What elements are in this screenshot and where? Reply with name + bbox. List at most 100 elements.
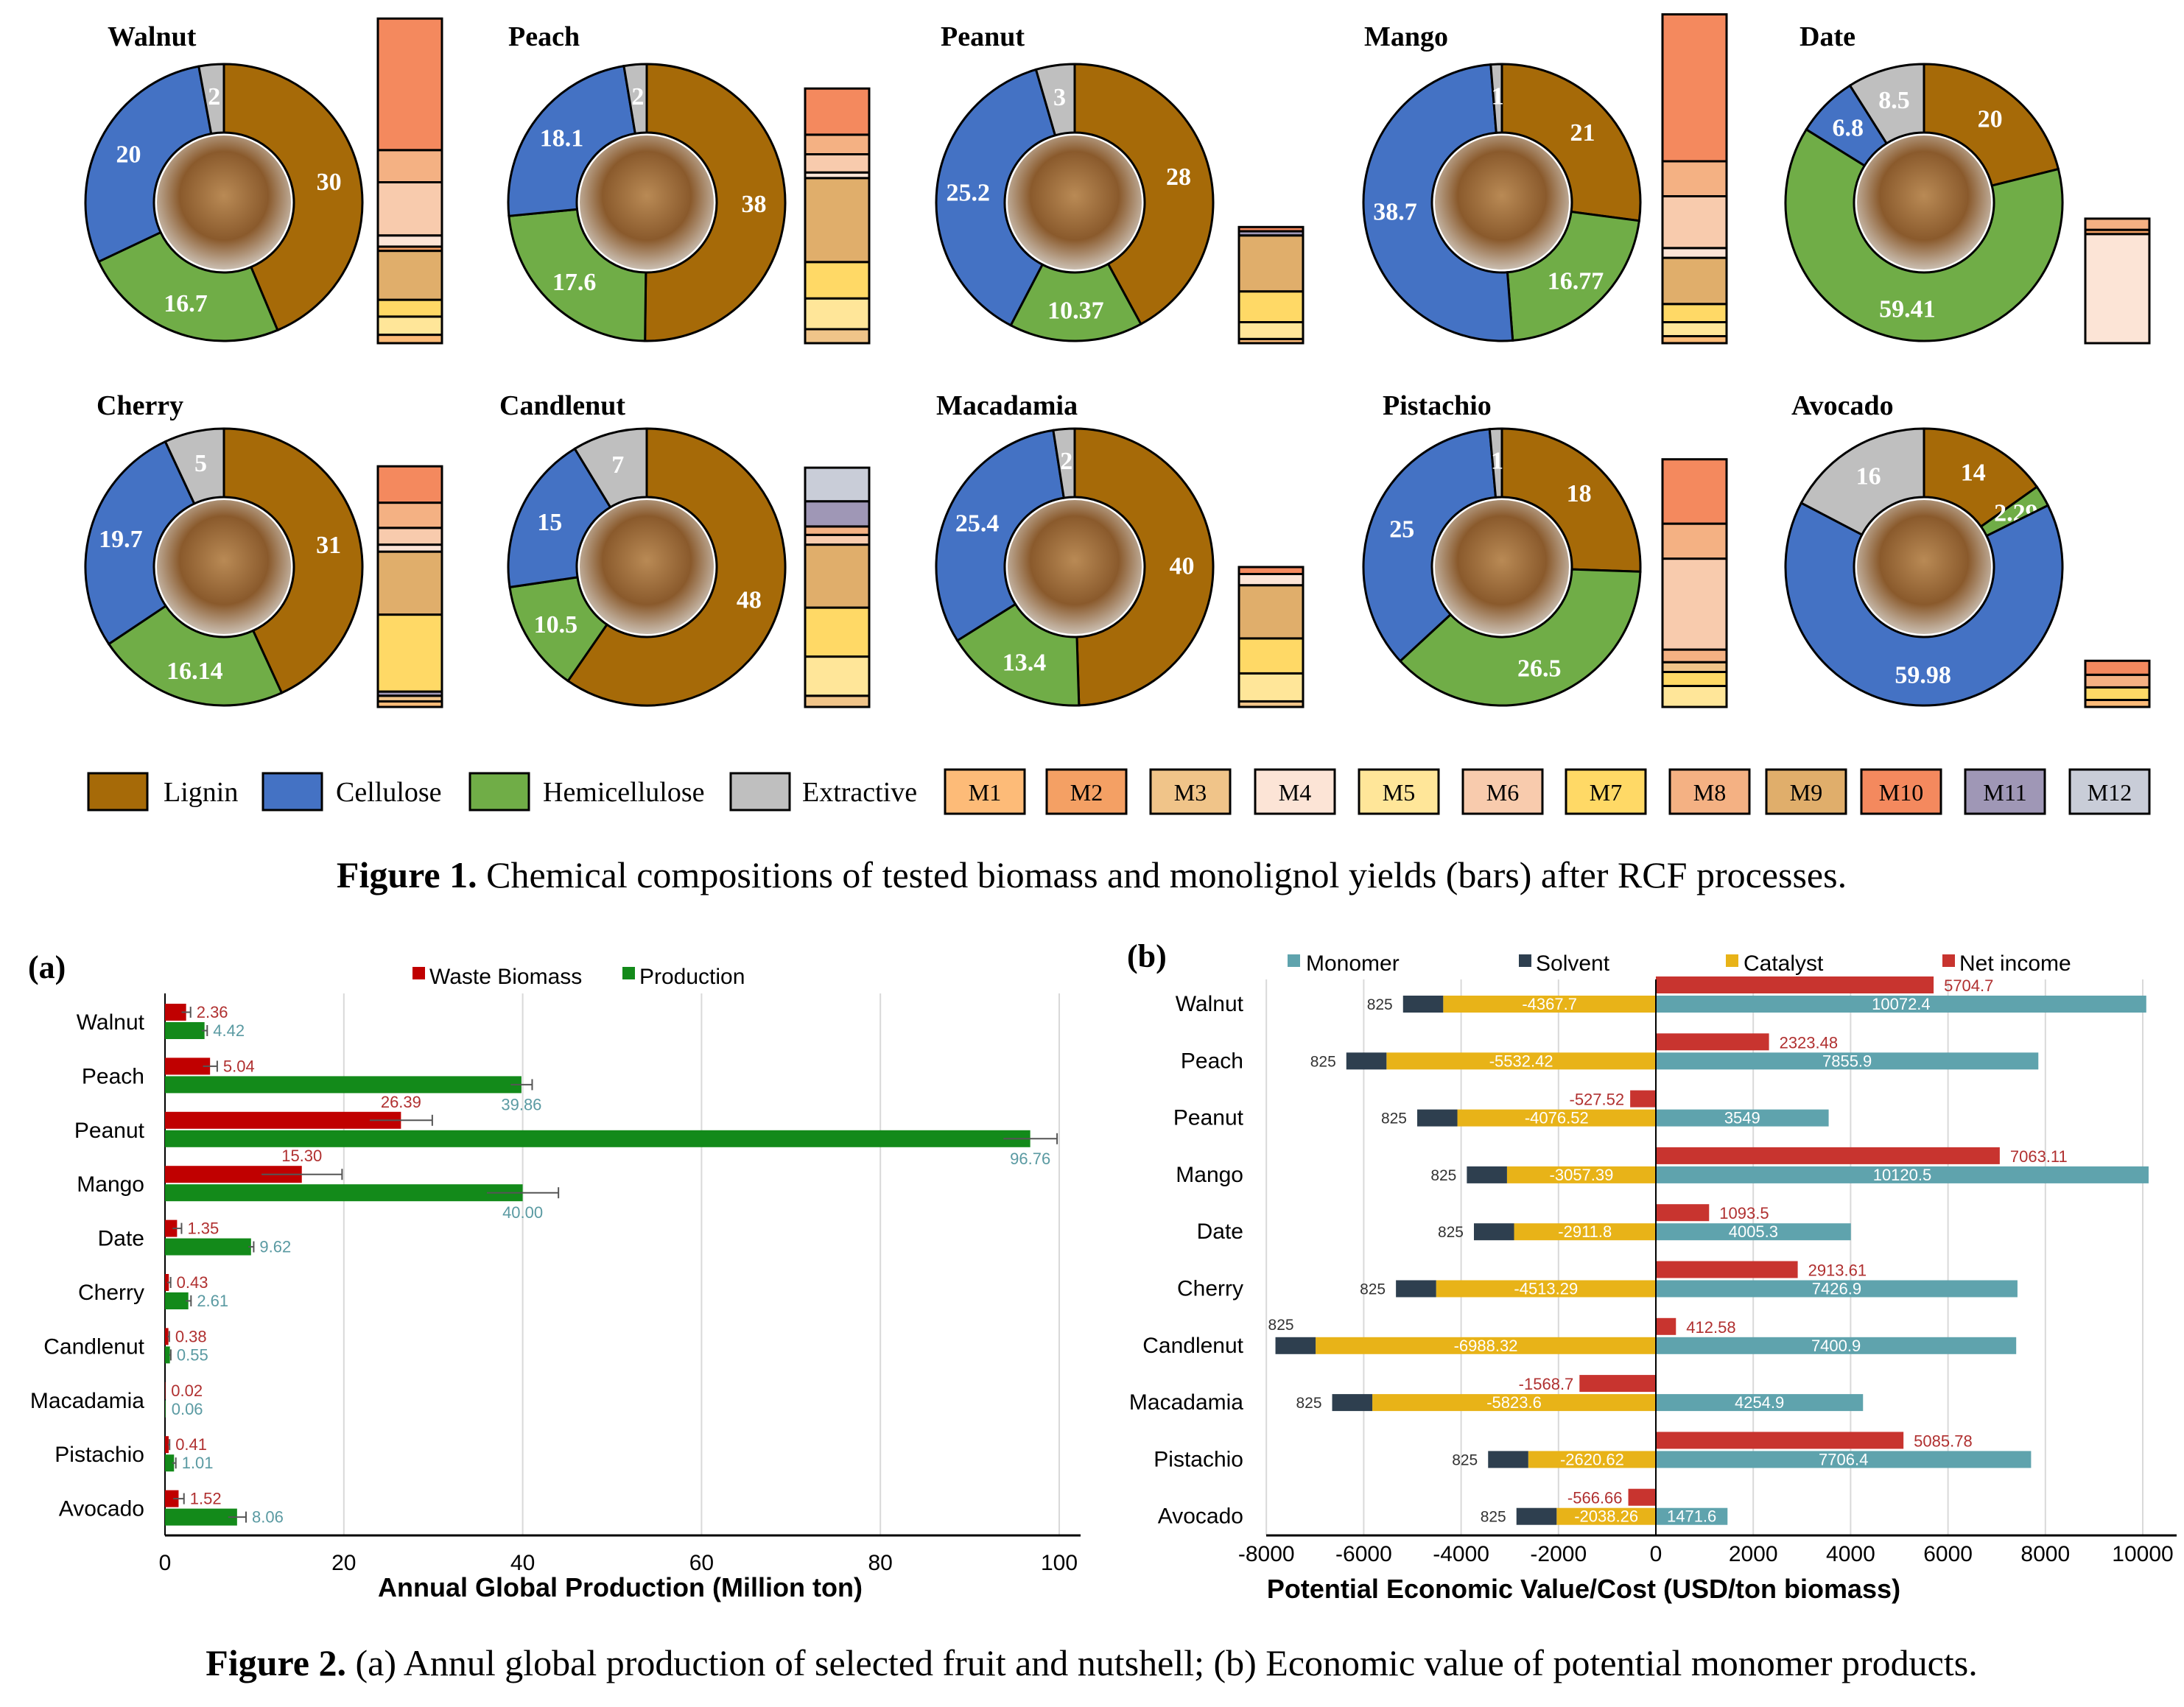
hemicellulose-slice	[955, 602, 1081, 707]
sample-candlenut: Candlenut 48 10.5 15 7	[499, 390, 871, 708]
bar-catalyst	[1457, 1109, 1656, 1127]
bar-solvent	[1332, 1394, 1373, 1412]
bar-monomer	[1656, 1507, 1728, 1525]
lignin-slice	[1073, 63, 1215, 326]
legend-label: M12	[2088, 779, 2132, 806]
value-label: 7426.9	[1812, 1280, 1861, 1298]
sample-photo	[580, 135, 714, 270]
cellulose-value-label: 20	[116, 141, 141, 169]
yield-segment-m4	[376, 234, 443, 248]
value-label: -3057.39	[1550, 1166, 1614, 1184]
yield-segment-m12	[804, 466, 871, 503]
bar-production	[165, 1238, 251, 1256]
legend-label: M9	[1790, 779, 1822, 806]
sample-photo	[1008, 500, 1142, 634]
monolignol-yield-bar	[1237, 566, 1305, 708]
value-label: 3549	[1724, 1109, 1760, 1127]
yield-segment-m1	[376, 334, 443, 345]
bar-production	[165, 1130, 1030, 1147]
monolignol-yield-bar	[1661, 458, 1728, 708]
category-row: Date 4005.3 -2911.8 825 1093.5	[1197, 1204, 1851, 1244]
bar-production	[165, 1292, 189, 1309]
legend-label: M5	[1383, 779, 1415, 806]
bar-production	[165, 1184, 523, 1202]
sample-photo	[1857, 135, 1991, 270]
yield-segment-m3	[804, 328, 871, 345]
bar-monomer	[1656, 1451, 2032, 1468]
bar-waste-biomass	[165, 1057, 211, 1075]
category-row: Avocado 1471.6 -2038.26 825 -566.66	[1158, 1488, 1728, 1529]
legend-swatch	[261, 772, 323, 812]
yield-segment-m4	[1237, 573, 1305, 587]
value-label: 825	[1452, 1451, 1478, 1468]
category-label: Macadamia	[1129, 1390, 1243, 1415]
value-label: 412.58	[1686, 1318, 1735, 1337]
lignin-value-label: 31	[316, 532, 341, 559]
legend-label: M1	[969, 779, 1001, 806]
cellulose-slice	[1362, 63, 1514, 342]
sample-cherry: Cherry 31 16.14 19.7 5	[84, 390, 443, 708]
yield-segment-m7	[804, 261, 871, 300]
bar-waste-biomass	[165, 1328, 169, 1345]
value-label: 825	[1381, 1111, 1407, 1127]
legend-label: Production	[639, 965, 745, 989]
chart-b: (b) -8000 -6000 -4000 -2000 0 2000 4000 6000 8000…	[1127, 938, 2177, 1604]
extractive-slice	[164, 427, 225, 505]
bar-monomer	[1656, 996, 2146, 1013]
value-label: 825	[1360, 1281, 1386, 1298]
sample-walnut: Walnut 30 16.7 20 2	[84, 17, 443, 345]
yield-segment-m9	[376, 550, 443, 616]
legend-item-m3: M3	[1149, 768, 1232, 815]
value-label: 15.30	[281, 1147, 322, 1165]
cellulose-slice	[507, 447, 612, 589]
cellulose-slice	[935, 429, 1065, 642]
yield-segment-m7	[804, 606, 871, 658]
legend-item-m10: M10	[1860, 768, 1942, 815]
yield-segment-m10	[1661, 458, 1728, 525]
category-row: Date 1.35 9.62	[98, 1219, 292, 1256]
extractive-value-label: 5	[194, 450, 207, 477]
bar-net-income	[1656, 1261, 1798, 1278]
legend-item-m12: M12	[2068, 768, 2151, 815]
legend-item-m11: M11	[1964, 768, 2046, 815]
bar-catalyst	[1514, 1223, 1656, 1241]
extractive-value-label: 2	[631, 83, 644, 110]
bar-monomer	[1656, 1166, 2149, 1183]
bar-solvent	[1473, 1223, 1514, 1241]
extractive-slice	[197, 63, 225, 135]
value-label: 5085.78	[1914, 1432, 1973, 1450]
value-label: 7706.4	[1819, 1450, 1868, 1468]
value-label: 5704.7	[1944, 976, 1993, 995]
monolignol-yield-bar	[1237, 225, 1305, 345]
legend-label: M7	[1590, 779, 1622, 806]
category-row: Candlenut 0.380.55	[43, 1327, 208, 1364]
yield-segment-m9	[1661, 256, 1728, 306]
value-label: 825	[1430, 1167, 1456, 1184]
sample-title: Date	[1799, 21, 1855, 52]
extractive-value-label: 16	[1856, 463, 1881, 490]
x-tick-label: 2000	[1729, 1542, 1778, 1566]
legend-item-m4: M4	[1254, 768, 1336, 815]
yield-segment-m8	[1661, 648, 1728, 664]
value-label: 39.86	[501, 1095, 541, 1113]
legend-swatch	[468, 772, 530, 812]
category-row: Peanut 26.39 96.76	[74, 1093, 1058, 1168]
bar-waste-biomass	[165, 1004, 186, 1021]
category-label: Mango	[1176, 1163, 1243, 1187]
hemicellulose-value-label: 10.37	[1047, 297, 1104, 324]
legend-label: Monomer	[1306, 951, 1400, 976]
hemicellulose-slice	[1398, 568, 1642, 707]
value-label: 5.04	[223, 1057, 255, 1075]
bar-catalyst	[1528, 1451, 1656, 1468]
bar-solvent	[1488, 1451, 1528, 1468]
sample-title: Walnut	[108, 21, 197, 52]
yield-segment-m7	[2084, 686, 2151, 702]
value-label: -2038.26	[1574, 1507, 1638, 1526]
figure-2-caption: Figure 2. (a) Annul global production of…	[206, 1642, 1977, 1683]
x-tick-label: 10000	[2112, 1542, 2173, 1566]
legend-swatch	[1519, 954, 1531, 967]
value-label: -1568.7	[1519, 1375, 1574, 1393]
value-label: 4254.9	[1735, 1393, 1784, 1412]
lignin-value-label: 20	[1978, 105, 2003, 133]
bar-production	[165, 1076, 522, 1094]
